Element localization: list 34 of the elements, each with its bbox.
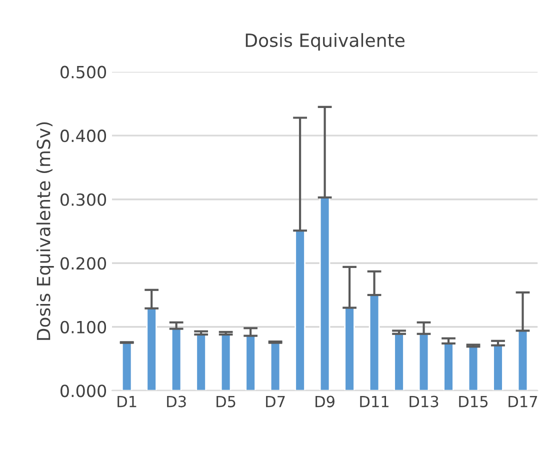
- x-tick-label: D9: [316, 396, 334, 408]
- bar: [368, 294, 380, 391]
- bar: [220, 334, 232, 391]
- bar: [170, 328, 182, 391]
- y-tick-label: 0.300: [60, 193, 106, 206]
- x-tick-label: D3: [167, 396, 186, 408]
- bar: [146, 308, 157, 391]
- y-tick-label: 0.200: [60, 257, 106, 270]
- x-tick-label: D11: [360, 396, 388, 408]
- bar: [294, 230, 306, 391]
- bar: [418, 333, 430, 391]
- y-tick-label: 0.400: [60, 130, 106, 142]
- y-tick-label: 0.500: [60, 66, 106, 78]
- x-tick-label: D15: [459, 396, 488, 408]
- bar: [443, 342, 454, 391]
- y-axis-title: Dosis Equivalente (mSv): [36, 122, 54, 340]
- x-tick-label: D13: [410, 396, 438, 408]
- bar: [344, 307, 355, 391]
- x-tick-label: D7: [266, 396, 285, 408]
- bar: [468, 346, 479, 391]
- bar: [517, 330, 528, 391]
- bar: [121, 342, 132, 391]
- x-tick-label: D5: [216, 396, 236, 408]
- bar: [270, 342, 281, 391]
- x-tick-label: D17: [508, 396, 538, 408]
- bar: [492, 344, 504, 391]
- y-tick-label: 0.100: [60, 320, 106, 334]
- bar: [196, 334, 206, 391]
- chart-title: Dosis Equivalente: [246, 33, 405, 51]
- bar: [319, 196, 330, 391]
- bar: [245, 335, 256, 391]
- y-tick-label: 0.000: [60, 384, 106, 398]
- bar: [394, 333, 404, 391]
- x-tick-label: D1: [118, 396, 136, 408]
